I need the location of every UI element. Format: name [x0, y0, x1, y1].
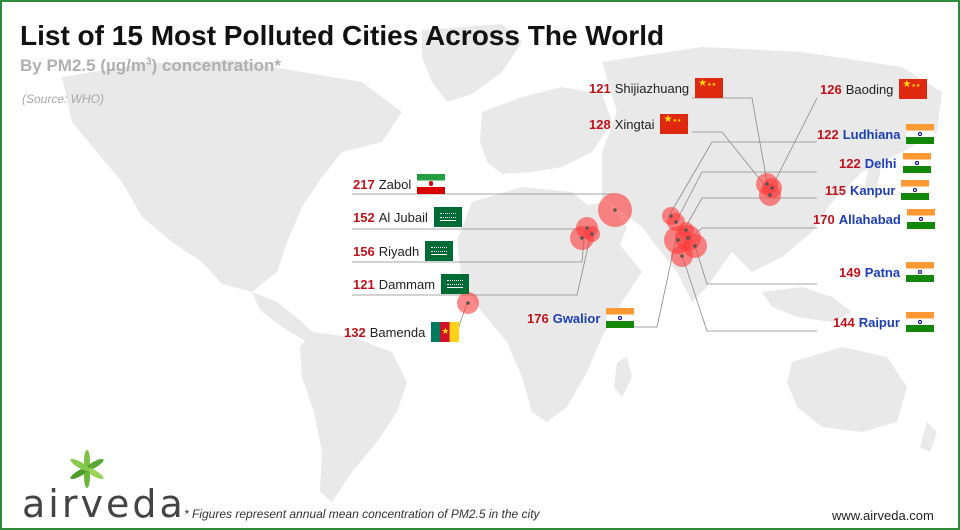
- city-name: Riyadh: [378, 243, 420, 259]
- india-flag-icon: [902, 153, 931, 173]
- city-value: 122: [817, 126, 839, 142]
- city-name: Dammam: [378, 276, 436, 292]
- city-label-xingtai: 128 Xingtai: [589, 114, 689, 134]
- page-title: List of 15 Most Polluted Cities Across T…: [20, 20, 665, 51]
- leader-ludhiana: [669, 141, 817, 215]
- south-america: [300, 332, 407, 502]
- city-label-baoding: 126 Baoding: [820, 79, 928, 99]
- city-name: Delhi: [864, 155, 897, 171]
- city-name: Ludhiana: [842, 126, 901, 142]
- leader-raipur: [681, 254, 817, 332]
- city-label-ludhiana: 122 Ludhiana: [817, 124, 935, 144]
- india-flag-icon: [606, 308, 635, 328]
- city-value: 176: [527, 310, 549, 326]
- city-value: 121: [589, 80, 611, 96]
- city-name: Patna: [864, 264, 901, 280]
- subtitle-end: ) concentration*: [151, 56, 281, 75]
- subtitle-main: By PM2.5 (µg/m: [20, 56, 146, 75]
- city-name: Allahabad: [838, 211, 901, 227]
- city-label-bamenda: 132 Bamenda: [344, 322, 460, 342]
- china-flag-icon: [660, 114, 689, 134]
- madagascar: [614, 357, 632, 397]
- city-value: 217: [353, 176, 375, 192]
- china-flag-icon: [899, 79, 928, 99]
- city-name: Bamenda: [369, 324, 426, 340]
- leader-dammam: [352, 237, 591, 296]
- city-value: 144: [833, 314, 855, 330]
- se-asia-islands: [762, 287, 852, 322]
- city-label-gwalior: 176 Gwalior: [527, 308, 635, 328]
- page-subtitle: By PM2.5 (µg/m3) concentration*: [20, 56, 281, 76]
- city-value: 122: [839, 155, 861, 171]
- city-name: Kanpur: [849, 182, 896, 198]
- leader-gwalior: [632, 233, 678, 328]
- new-zealand: [920, 422, 937, 452]
- city-label-delhi: 122 Delhi: [839, 153, 931, 173]
- leader-patna: [694, 245, 817, 285]
- website-link[interactable]: www.airveda.com: [832, 508, 934, 523]
- north-america: [62, 60, 402, 292]
- saudi-flag-icon: [433, 207, 462, 227]
- city-label-shijiazhuang: 121 Shijiazhuang: [589, 78, 724, 98]
- central-america: [252, 292, 317, 342]
- city-label-aljubail: 152 Al Jubail: [353, 207, 462, 227]
- city-value: 149: [839, 264, 861, 280]
- australia: [787, 347, 907, 432]
- city-name: Al Jubail: [378, 209, 428, 225]
- city-name: Xingtai: [614, 116, 655, 132]
- city-name: Baoding: [845, 81, 894, 97]
- airveda-leaf-icon: [70, 450, 104, 488]
- city-value: 156: [353, 243, 375, 259]
- brand-logo-text: airveda: [22, 482, 186, 526]
- india-flag-icon: [906, 262, 935, 282]
- india-flag-icon: [906, 124, 935, 144]
- city-value: 121: [353, 276, 375, 292]
- leader-delhi: [675, 171, 817, 223]
- saudi-flag-icon: [441, 274, 470, 294]
- city-value: 170: [813, 211, 835, 227]
- city-label-allahabad: 170 Allahabad: [813, 209, 935, 229]
- cameroon-flag-icon: [431, 322, 460, 342]
- city-value: 128: [589, 116, 611, 132]
- japan: [864, 152, 882, 192]
- city-label-riyadh: 156 Riyadh: [353, 241, 454, 261]
- source-note: (Source: WHO): [22, 92, 105, 106]
- leader-lines: [352, 97, 818, 333]
- india-flag-icon: [906, 209, 935, 229]
- footnote: * Figures represent annual mean concentr…: [184, 507, 540, 521]
- city-name: Raipur: [858, 314, 900, 330]
- city-name: Gwalior: [552, 310, 601, 326]
- city-label-dammam: 121 Dammam: [353, 274, 470, 294]
- city-label-raipur: 144 Raipur: [833, 312, 934, 332]
- city-value: 132: [344, 324, 366, 340]
- greenland: [422, 24, 522, 102]
- city-dots: [466, 182, 774, 305]
- city-name: Zabol: [378, 176, 412, 192]
- city-label-patna: 149 Patna: [839, 262, 935, 282]
- city-label-kanpur: 115 Kanpur: [825, 180, 930, 200]
- continents: [62, 24, 942, 502]
- leader-shijiazhuang: [692, 97, 768, 183]
- city-name: Shijiazhuang: [614, 80, 690, 96]
- iran-flag-icon: [417, 174, 446, 194]
- city-value: 152: [353, 209, 375, 225]
- china-flag-icon: [695, 78, 724, 98]
- saudi-flag-icon: [425, 241, 454, 261]
- city-value: 115: [825, 182, 846, 198]
- city-value: 126: [820, 81, 842, 97]
- india-flag-icon: [905, 312, 934, 332]
- subtitle-sup: 3: [146, 56, 152, 68]
- india-flag-icon: [901, 180, 930, 200]
- city-label-zabol: 217 Zabol: [353, 174, 446, 194]
- europe: [480, 87, 612, 174]
